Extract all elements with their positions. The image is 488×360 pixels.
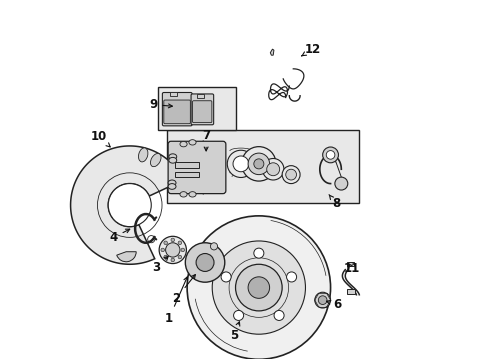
Circle shape <box>108 184 151 226</box>
Circle shape <box>178 241 182 245</box>
Ellipse shape <box>180 192 187 197</box>
Circle shape <box>247 277 269 298</box>
Circle shape <box>334 177 347 190</box>
Circle shape <box>273 310 284 320</box>
Circle shape <box>196 253 214 271</box>
Bar <box>169 92 177 96</box>
Text: 6: 6 <box>326 298 341 311</box>
Text: 9: 9 <box>149 98 172 111</box>
Circle shape <box>187 216 330 359</box>
Ellipse shape <box>138 148 147 162</box>
Circle shape <box>314 292 330 308</box>
Ellipse shape <box>150 153 161 167</box>
Circle shape <box>282 166 300 184</box>
Circle shape <box>322 147 338 163</box>
FancyBboxPatch shape <box>162 93 192 126</box>
Circle shape <box>165 243 180 257</box>
Ellipse shape <box>168 157 176 163</box>
Ellipse shape <box>180 141 187 147</box>
Ellipse shape <box>188 140 196 145</box>
Circle shape <box>266 163 279 176</box>
Circle shape <box>181 248 184 252</box>
Circle shape <box>262 158 284 180</box>
Circle shape <box>221 272 231 282</box>
Ellipse shape <box>168 184 176 189</box>
Circle shape <box>253 159 264 169</box>
Text: 2: 2 <box>172 275 195 305</box>
Circle shape <box>178 255 182 259</box>
Circle shape <box>241 147 276 181</box>
Circle shape <box>286 272 296 282</box>
Circle shape <box>171 238 174 242</box>
Circle shape <box>212 241 305 334</box>
Bar <box>346 289 354 294</box>
Bar <box>197 94 203 98</box>
Text: 10: 10 <box>91 130 110 147</box>
Circle shape <box>233 310 243 320</box>
Circle shape <box>247 153 269 175</box>
Text: 8: 8 <box>328 195 339 210</box>
Wedge shape <box>117 252 136 262</box>
Text: 3: 3 <box>152 256 168 274</box>
Text: 11: 11 <box>343 262 360 275</box>
Bar <box>167 130 359 203</box>
Polygon shape <box>270 49 273 55</box>
Ellipse shape <box>168 180 176 186</box>
Circle shape <box>185 243 224 282</box>
FancyBboxPatch shape <box>191 94 213 125</box>
Bar <box>158 87 235 130</box>
Circle shape <box>210 243 217 250</box>
Circle shape <box>227 150 254 177</box>
Text: 1: 1 <box>165 277 187 325</box>
FancyBboxPatch shape <box>192 101 211 123</box>
Circle shape <box>171 258 174 262</box>
Circle shape <box>318 296 326 305</box>
Polygon shape <box>70 146 183 264</box>
Circle shape <box>235 264 282 311</box>
Circle shape <box>233 156 248 172</box>
Ellipse shape <box>168 154 176 159</box>
Circle shape <box>159 236 186 264</box>
Bar <box>174 162 199 168</box>
Circle shape <box>147 235 155 243</box>
Circle shape <box>163 241 167 245</box>
Text: 12: 12 <box>301 42 320 56</box>
FancyBboxPatch shape <box>168 141 225 194</box>
Text: 5: 5 <box>229 322 239 342</box>
Circle shape <box>253 248 264 258</box>
Circle shape <box>285 169 296 180</box>
Bar <box>174 172 199 177</box>
Circle shape <box>163 255 167 259</box>
Circle shape <box>325 150 334 159</box>
Ellipse shape <box>188 192 196 197</box>
FancyBboxPatch shape <box>163 100 190 124</box>
Circle shape <box>161 248 164 252</box>
Bar <box>346 262 353 266</box>
Text: 4: 4 <box>109 229 129 244</box>
Text: 7: 7 <box>202 129 210 151</box>
